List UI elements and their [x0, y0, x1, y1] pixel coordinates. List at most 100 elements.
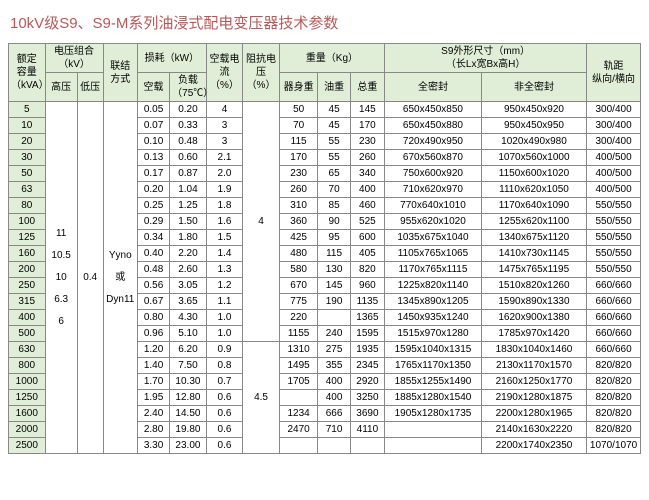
cell-o: 45	[318, 102, 350, 118]
row-capacity: 800	[9, 358, 46, 374]
cell-ni: 0.6	[206, 406, 243, 422]
row-capacity: 125	[9, 230, 46, 246]
cell-s: 1595x1040x1315	[385, 342, 482, 358]
row-capacity: 630	[9, 342, 46, 358]
cell-g: 400/500	[587, 182, 641, 198]
row-capacity: 2500	[9, 438, 46, 454]
cell-t: 1135	[350, 294, 384, 310]
cell-u: 1150x600x1020	[481, 166, 586, 182]
row-capacity: 5	[9, 102, 46, 118]
cell-ni: 1.0	[206, 326, 243, 342]
hdr-capacity: 额定容量（kVA）	[9, 44, 46, 102]
cell-o: 85	[318, 198, 350, 214]
cell-t: 3250	[350, 390, 384, 406]
cell-t: 260	[350, 150, 384, 166]
cell-b: 70	[279, 118, 318, 134]
cell-ni: 1.4	[206, 246, 243, 262]
cell-g: 400/500	[587, 150, 641, 166]
row-capacity: 63	[9, 182, 46, 198]
cell-g: 820/820	[587, 374, 641, 390]
hdr-lv: 低压	[77, 73, 103, 102]
row-capacity: 1000	[9, 374, 46, 390]
cell-o: 145	[318, 278, 350, 294]
cell-ld: 14.50	[170, 406, 207, 422]
cell-s: 650x450x880	[385, 118, 482, 134]
hdr-gauge: 轨距纵向/横向	[587, 44, 641, 102]
cell-t: 2345	[350, 358, 384, 374]
row-capacity: 160	[9, 246, 46, 262]
cell-u: 1170x640x1090	[481, 198, 586, 214]
cell-b: 220	[279, 310, 318, 326]
cell-g: 300/400	[587, 134, 641, 150]
cell-u: 2140x1630x2220	[481, 422, 586, 438]
cell-g: 660/660	[587, 278, 641, 294]
cell-b	[279, 438, 318, 454]
cell-t: 3690	[350, 406, 384, 422]
cell-ni: 0.9	[206, 342, 243, 358]
cell-nl: 0.17	[137, 166, 169, 182]
cell-o: 90	[318, 214, 350, 230]
cell-u: 2200x1280x1965	[481, 406, 586, 422]
cell-s: 1105x765x1065	[385, 246, 482, 262]
hdr-noload: 空载	[137, 73, 169, 102]
cell-b: 1705	[279, 374, 318, 390]
cell-s: 1035x675x1040	[385, 230, 482, 246]
cell-u: 2200x1740x2350	[481, 438, 586, 454]
cell-o: 115	[318, 246, 350, 262]
cell-g: 300/400	[587, 118, 641, 134]
cell-ld: 0.87	[170, 166, 207, 182]
cell-ni: 2.0	[206, 166, 243, 182]
hdr-conn: 联结方式	[103, 44, 137, 102]
cell-t: 820	[350, 262, 384, 278]
cell-ld: 3.65	[170, 294, 207, 310]
cell-nl: 0.13	[137, 150, 169, 166]
cell-u: 1110x620x1050	[481, 182, 586, 198]
cell-u: 1020x490x980	[481, 134, 586, 150]
cell-o: 95	[318, 230, 350, 246]
cell-s: 670x560x870	[385, 150, 482, 166]
cell-t: 4110	[350, 422, 384, 438]
cell-g: 300/400	[587, 102, 641, 118]
cell-g: 660/660	[587, 310, 641, 326]
cell-s: 1170x765x1115	[385, 262, 482, 278]
cell-ld: 1.25	[170, 198, 207, 214]
hdr-hv: 高压	[45, 73, 77, 102]
cell-u: 950x450x950	[481, 118, 586, 134]
cell-b: 580	[279, 262, 318, 278]
cell-nl: 0.29	[137, 214, 169, 230]
cell-o: 55	[318, 134, 350, 150]
shared-hv: 1110.5106.36	[45, 102, 77, 454]
cell-g: 820/820	[587, 390, 641, 406]
cell-b: 1234	[279, 406, 318, 422]
cell-ni: 1.0	[206, 310, 243, 326]
cell-b: 2470	[279, 422, 318, 438]
cell-nl: 0.67	[137, 294, 169, 310]
row-capacity: 1250	[9, 390, 46, 406]
cell-t: 230	[350, 134, 384, 150]
cell-u: 2190x1280x1875	[481, 390, 586, 406]
cell-b: 670	[279, 278, 318, 294]
cell-ld: 4.30	[170, 310, 207, 326]
cell-nl: 0.80	[137, 310, 169, 326]
cell-g: 550/550	[587, 230, 641, 246]
cell-nl: 0.20	[137, 182, 169, 198]
row-capacity: 2000	[9, 422, 46, 438]
cell-s: 1765x1170x1350	[385, 358, 482, 374]
cell-g: 660/660	[587, 326, 641, 342]
cell-ld: 12.80	[170, 390, 207, 406]
cell-ni: 1.2	[206, 278, 243, 294]
cell-b: 115	[279, 134, 318, 150]
cell-ni: 0.6	[206, 422, 243, 438]
cell-b: 50	[279, 102, 318, 118]
cell-b: 360	[279, 214, 318, 230]
cell-u: 1620x900x1380	[481, 310, 586, 326]
row-capacity: 400	[9, 310, 46, 326]
hdr-dims: S9外形尺寸（mm）（长Lx宽Bx高H）	[385, 44, 587, 73]
cell-g: 1070/1070	[587, 438, 641, 454]
cell-b: 1155	[279, 326, 318, 342]
cell-u: 2130x1170x1570	[481, 358, 586, 374]
shared-imp2: 4.5	[243, 342, 280, 454]
cell-nl: 0.40	[137, 246, 169, 262]
cell-g: 400/500	[587, 166, 641, 182]
cell-s: 1345x890x1205	[385, 294, 482, 310]
